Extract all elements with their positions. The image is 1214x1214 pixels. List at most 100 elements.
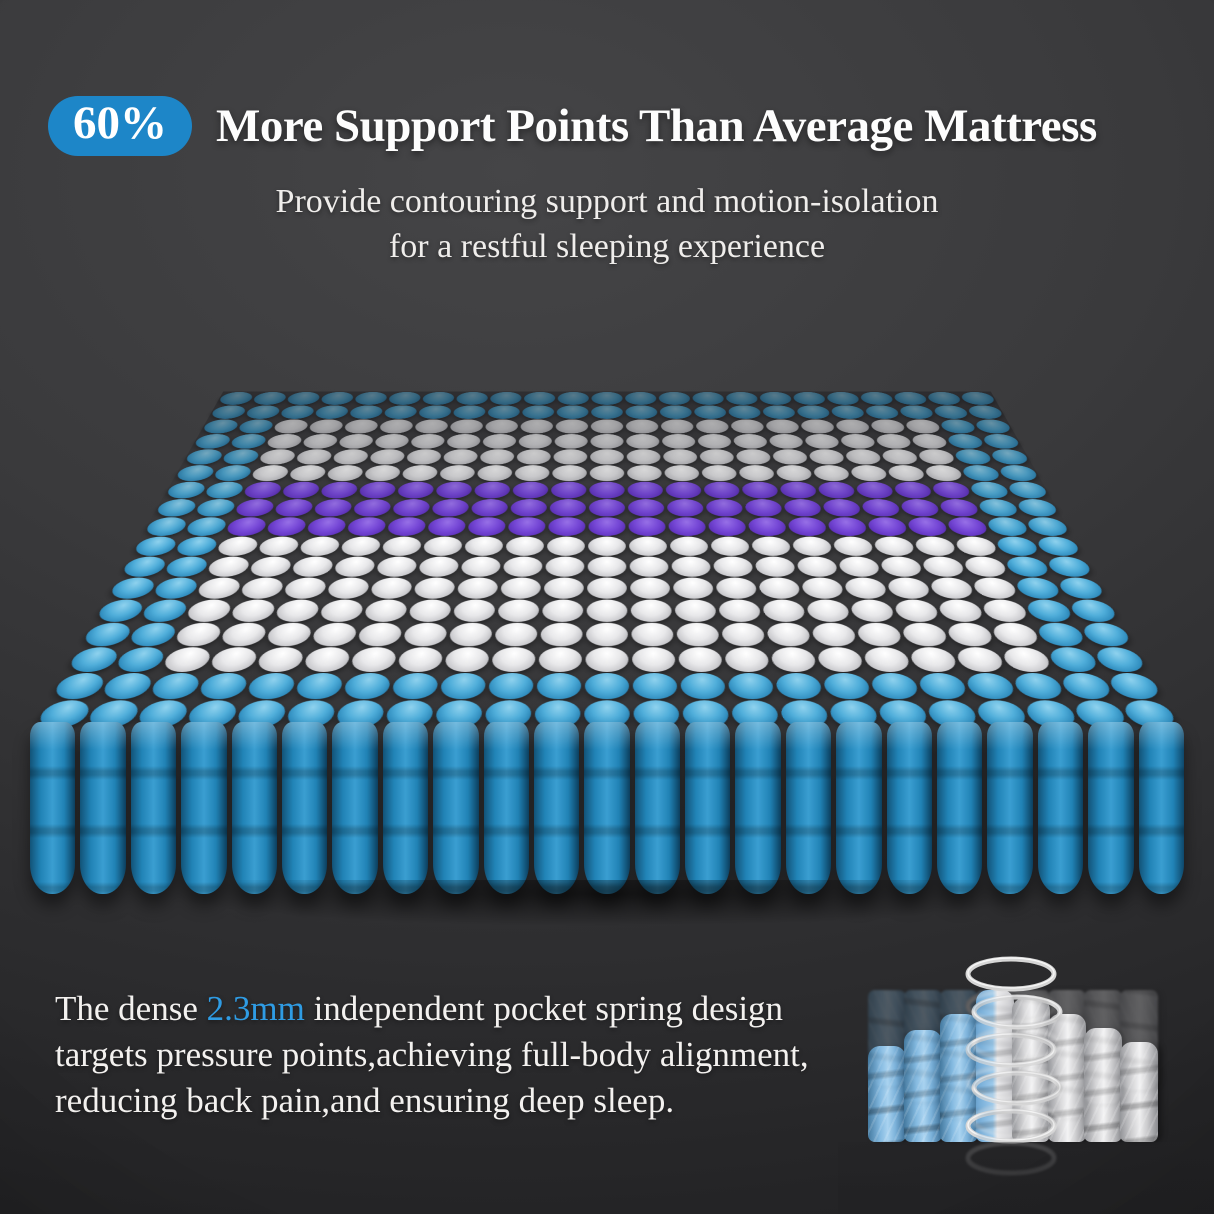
spring-top-blue bbox=[131, 536, 180, 556]
spring-top-white bbox=[629, 577, 671, 599]
spring-top-white bbox=[214, 536, 261, 556]
spring-top-white bbox=[626, 449, 661, 465]
spring-top-white bbox=[400, 465, 439, 482]
pocket-white bbox=[1084, 990, 1122, 1104]
spring-top-blue bbox=[557, 391, 589, 405]
spring-top-white bbox=[257, 449, 298, 465]
spring-top-purple bbox=[705, 499, 744, 517]
spring-top-white bbox=[799, 419, 836, 434]
spring-top-purple bbox=[391, 499, 432, 517]
spring-top-white bbox=[936, 599, 986, 622]
subtitle-line-2: for a restful sleeping experience bbox=[388, 227, 826, 265]
spring-top-white bbox=[317, 599, 366, 622]
spring-top-purple bbox=[588, 517, 626, 536]
spring-top-purple bbox=[426, 517, 467, 536]
spring-top-blue bbox=[925, 700, 980, 728]
spring-top-white bbox=[287, 465, 328, 482]
spring-top-white bbox=[920, 556, 967, 577]
spring-top-blue bbox=[730, 700, 780, 728]
spring-top-white bbox=[368, 577, 414, 599]
spring-top-blue bbox=[679, 672, 727, 700]
spring-top-purple bbox=[666, 499, 705, 517]
spring-top-white bbox=[499, 577, 542, 599]
pocket-blue bbox=[868, 1046, 906, 1142]
spring-top-blue bbox=[1005, 481, 1051, 499]
spring-top-purple bbox=[304, 517, 349, 536]
spring-top-white bbox=[764, 419, 801, 434]
spring-top-white bbox=[514, 465, 550, 482]
spring-top-white bbox=[443, 647, 491, 672]
spring-front-cylinder bbox=[785, 722, 832, 894]
spring-top-blue bbox=[1058, 672, 1116, 700]
spring-top-blue bbox=[484, 700, 533, 728]
spring-top-white bbox=[204, 556, 253, 577]
spring-top-white bbox=[631, 647, 676, 672]
spring-top-white bbox=[421, 536, 464, 556]
spring-top-white bbox=[517, 434, 553, 449]
spring-top-purple bbox=[509, 499, 548, 517]
spring-top-purple bbox=[470, 499, 509, 517]
spring-front-cylinder bbox=[1037, 722, 1084, 894]
spring-top-blue bbox=[98, 672, 156, 700]
spring-top-blue bbox=[1045, 647, 1102, 672]
spring-top-blue bbox=[892, 391, 929, 405]
spring-top-white bbox=[626, 465, 663, 482]
spring-top-white bbox=[339, 536, 383, 556]
spring-top-blue bbox=[1119, 700, 1180, 728]
spring-top-white bbox=[916, 449, 957, 465]
spring-top-white bbox=[342, 419, 380, 434]
spring-top-blue bbox=[980, 434, 1022, 449]
spring-top-white bbox=[720, 622, 767, 647]
spring-top-white bbox=[771, 449, 809, 465]
spring-top-purple bbox=[588, 499, 626, 517]
spring-top-white bbox=[629, 556, 670, 577]
spring-top-blue bbox=[244, 672, 298, 700]
spring-top-white bbox=[812, 465, 852, 482]
spring-top-blue bbox=[216, 391, 256, 405]
spring-top-white bbox=[281, 577, 329, 599]
spring-top-blue bbox=[938, 419, 978, 434]
spring-top-white bbox=[402, 622, 449, 647]
spring-top-white bbox=[670, 556, 712, 577]
spring-top-blue bbox=[489, 391, 523, 405]
description-text: targets pressure points,achieving full-b… bbox=[55, 1034, 809, 1074]
spring-top-white bbox=[590, 419, 624, 434]
spring-top-blue bbox=[183, 517, 230, 536]
spring-top-purple bbox=[747, 517, 788, 536]
spring-top-white bbox=[183, 599, 235, 622]
spring-top-blue bbox=[228, 434, 269, 449]
spring-top-blue bbox=[1010, 672, 1067, 700]
spring-top-white bbox=[892, 599, 941, 622]
spring-top-blue bbox=[34, 700, 95, 728]
spring-top-blue bbox=[341, 672, 393, 700]
spring-top-purple bbox=[778, 481, 819, 499]
spring-top-purple bbox=[223, 517, 269, 536]
description-text: independent pocket spring design bbox=[304, 989, 784, 1028]
spring-top-white bbox=[543, 577, 585, 599]
spring-top-blue bbox=[220, 449, 262, 465]
spring-top-white bbox=[874, 434, 914, 449]
spring-top-white bbox=[228, 599, 278, 622]
spring-top-white bbox=[254, 647, 307, 672]
spring-top-blue bbox=[827, 700, 880, 728]
description-text: The dense bbox=[55, 989, 207, 1028]
spring-top-white bbox=[271, 419, 311, 434]
spring-top-white bbox=[589, 449, 625, 465]
spring-top-blue bbox=[691, 391, 725, 405]
spring-top-purple bbox=[854, 481, 896, 499]
spring-top-white bbox=[669, 536, 710, 556]
spring-front-cylinder bbox=[181, 722, 227, 894]
subtitle-line-1: Provide contouring support and motion-is… bbox=[275, 183, 939, 220]
spring-top-blue bbox=[556, 405, 589, 419]
spring-top-purple bbox=[318, 481, 360, 499]
spring-top-white bbox=[927, 577, 976, 599]
spring-top-purple bbox=[351, 499, 393, 517]
spring-top-purple bbox=[826, 517, 869, 536]
spring-top-white bbox=[944, 622, 996, 647]
spring-top-blue bbox=[960, 465, 1003, 482]
spring-top-white bbox=[807, 449, 846, 465]
pocket-row-reflection bbox=[868, 988, 1158, 1176]
spring-top-white bbox=[885, 577, 933, 599]
reflection-fade bbox=[838, 1142, 1214, 1214]
spring-top-blue bbox=[536, 672, 582, 700]
